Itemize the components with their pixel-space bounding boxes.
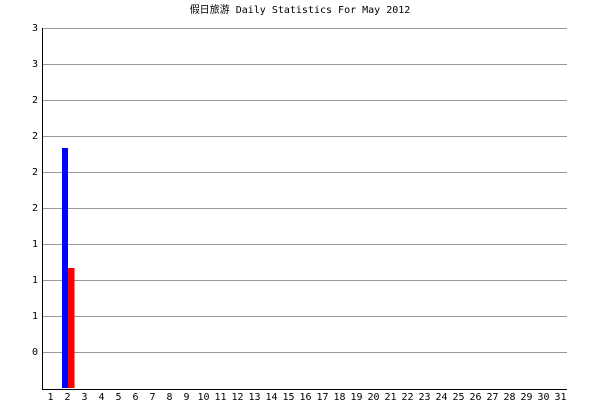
bar — [68, 268, 75, 388]
x-tick-label: 26 — [469, 392, 481, 400]
x-tick-label: 8 — [166, 392, 172, 400]
x-tick-label: 1 — [47, 392, 53, 400]
y-tick-label: 2 — [32, 131, 38, 142]
x-tick-label: 25 — [452, 392, 464, 400]
x-tick-label: 17 — [316, 392, 328, 400]
y-tick-label: 2 — [32, 95, 38, 106]
x-tick-label: 6 — [132, 392, 138, 400]
x-tick-label: 2 — [64, 392, 70, 400]
x-tick-label: 21 — [384, 392, 396, 400]
x-tick-label: 24 — [435, 392, 447, 400]
x-tick-label: 29 — [520, 392, 532, 400]
x-tick-label: 13 — [248, 392, 260, 400]
x-tick-label: 15 — [282, 392, 294, 400]
y-tick-label: 3 — [32, 23, 38, 34]
y-tick-label: 0 — [32, 347, 38, 358]
x-tick-label: 30 — [537, 392, 549, 400]
x-tick-label: 16 — [299, 392, 311, 400]
x-tick-label: 22 — [401, 392, 413, 400]
y-tick-label: 1 — [32, 311, 38, 322]
x-tick-label: 31 — [554, 392, 566, 400]
x-tick-label: 9 — [183, 392, 189, 400]
x-tick-label: 20 — [367, 392, 379, 400]
y-tick-label: 1 — [32, 239, 38, 250]
x-tick-label: 3 — [81, 392, 87, 400]
x-tick-label: 5 — [115, 392, 121, 400]
x-tick-label: 10 — [197, 392, 209, 400]
x-tick-label: 27 — [486, 392, 498, 400]
y-tick-label: 2 — [32, 167, 38, 178]
x-tick-label: 7 — [149, 392, 155, 400]
y-tick-label: 3 — [32, 59, 38, 70]
x-tick-label: 19 — [350, 392, 362, 400]
x-tick-label: 4 — [98, 392, 104, 400]
x-tick-label: 11 — [214, 392, 226, 400]
x-tick-label: 12 — [231, 392, 243, 400]
chart-title: 假日旅游 Daily Statistics For May 2012 — [190, 3, 411, 16]
x-tick-label: 28 — [503, 392, 515, 400]
bar — [62, 148, 68, 388]
x-tick-label: 18 — [333, 392, 345, 400]
x-tick-label: 14 — [265, 392, 277, 400]
x-tick-label: 23 — [418, 392, 430, 400]
y-tick-label: 1 — [32, 275, 38, 286]
y-tick-label: 2 — [32, 203, 38, 214]
